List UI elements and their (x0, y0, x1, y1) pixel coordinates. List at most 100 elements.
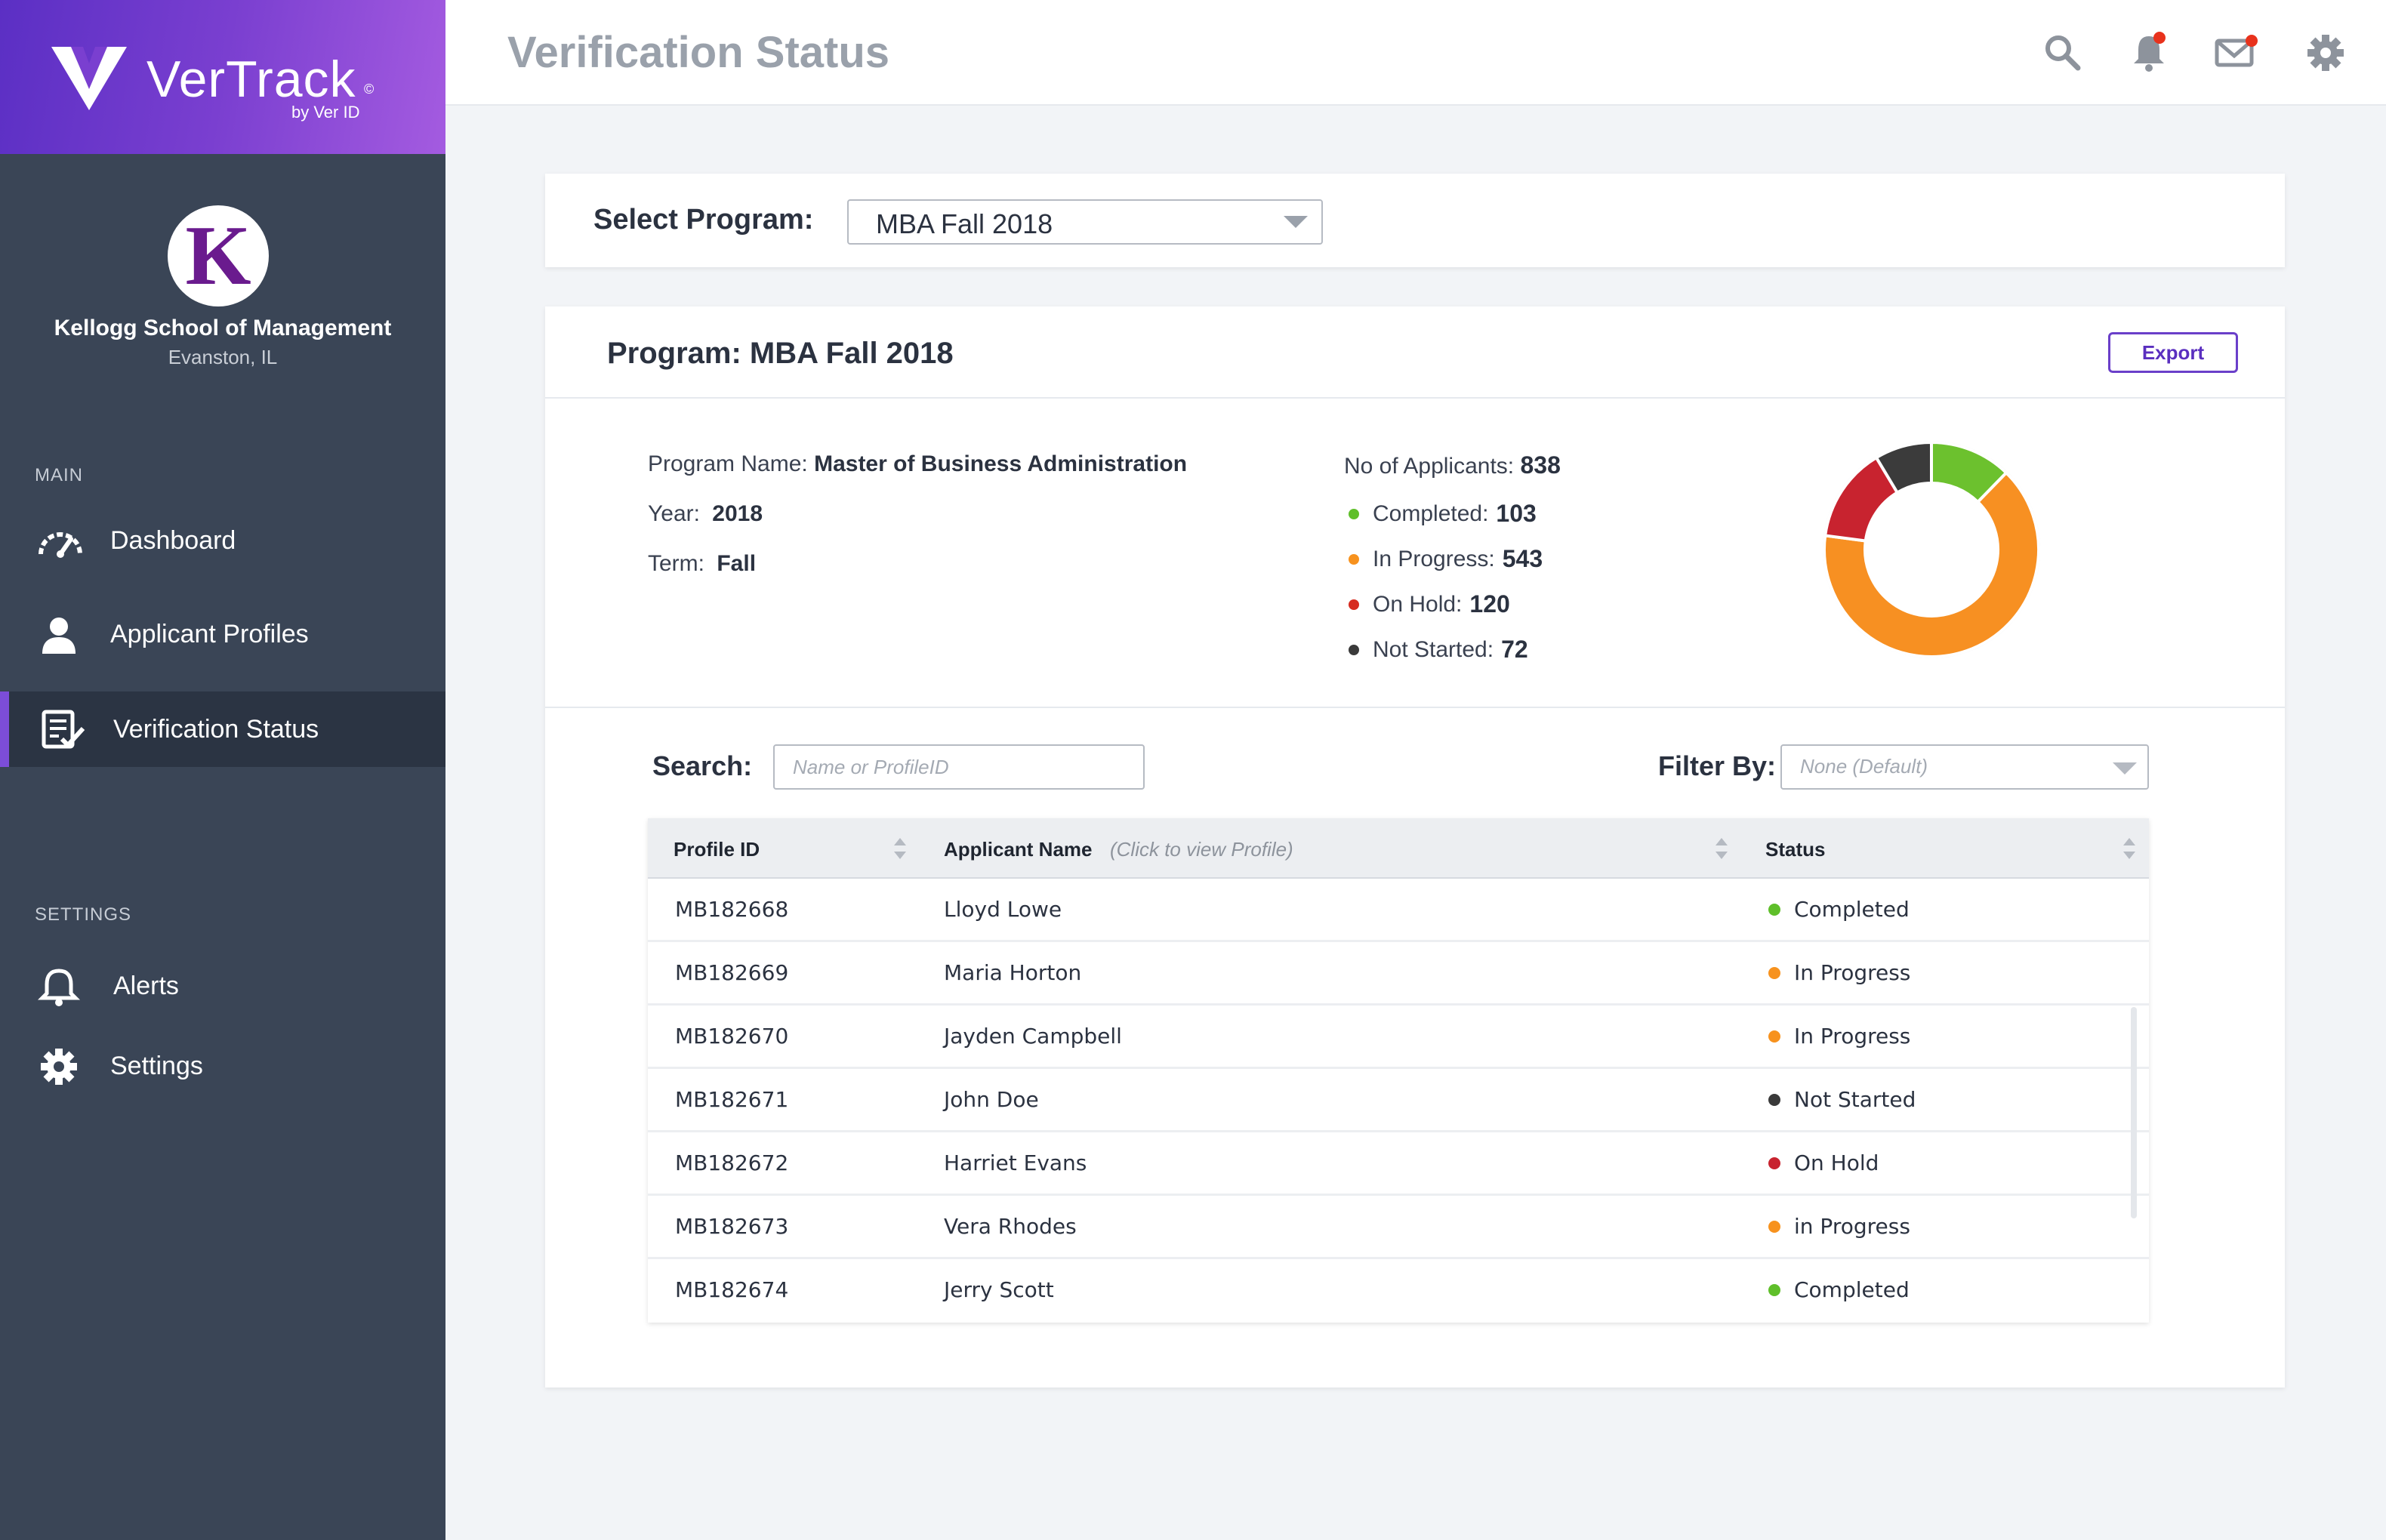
applicant-name-link[interactable]: Maria Horton (944, 960, 1082, 985)
applicant-name-link[interactable]: Harriet Evans (944, 1150, 1087, 1175)
search-label: Search: (652, 750, 753, 781)
sidebar-item-dashboard[interactable]: Dashboard (0, 503, 445, 578)
message-dot (2246, 35, 2258, 47)
program-name-label: Program Name: (648, 451, 808, 476)
sidebar-item-label: Verification Status (113, 714, 319, 744)
brand-name: VerTrack (146, 51, 356, 108)
status-text: Not Started (1794, 1087, 1916, 1112)
sidebar-item-alerts[interactable]: Alerts (0, 948, 445, 1024)
profile-id-cell: MB182674 (675, 1277, 789, 1302)
speedometer-icon (39, 532, 82, 558)
sidebar-item-applicant-profiles[interactable]: Applicant Profiles (0, 596, 445, 672)
table-row[interactable]: MB182674 Jerry Scott Completed (648, 1259, 2149, 1323)
sidebar: VerTrack © by Ver ID K Kellogg School of… (0, 0, 445, 1540)
program-select-value: MBA Fall 2018 (876, 208, 1053, 239)
stat-label: Completed: (1373, 500, 1489, 526)
sidebar-item-label: Alerts (113, 971, 179, 1000)
brand-header: VerTrack © by Ver ID (0, 0, 445, 154)
table-row[interactable]: MB182668 Lloyd Lowe Completed (648, 879, 2149, 942)
status-cell: In Progress (1768, 960, 1910, 985)
column-header-hint: (Click to view Profile) (1110, 838, 1293, 861)
page-title: Verification Status (507, 28, 890, 77)
sort-icon[interactable] (2123, 835, 2135, 862)
program-heading: Program: MBA Fall 2018 (607, 337, 954, 370)
bell-icon (38, 969, 81, 1006)
applicant-name-link[interactable]: Jerry Scott (944, 1277, 1054, 1302)
applicants-value: 838 (1520, 451, 1561, 479)
program-term-row: Term: Fall (648, 551, 756, 577)
notifications-button[interactable] (2126, 30, 2172, 75)
table-row[interactable]: MB182672 Harriet Evans On Hold (648, 1132, 2149, 1196)
status-dot (1768, 1220, 1780, 1233)
table-scrollbar[interactable] (2131, 1007, 2137, 1218)
settings-button[interactable] (2303, 30, 2348, 75)
stat-value: 120 (1469, 590, 1510, 618)
sort-icon[interactable] (1716, 835, 1728, 862)
topbar: Verification Status (445, 0, 2386, 106)
user-icon (42, 618, 76, 654)
applicant-name-link[interactable]: Vera Rhodes (944, 1214, 1077, 1239)
org-location: Evanston, IL (168, 346, 278, 368)
status-dot (1768, 903, 1780, 916)
status-dot (1768, 966, 1780, 979)
status-text: In Progress (1794, 960, 1911, 985)
sidebar-item-verification-status[interactable]: Verification Status (0, 691, 445, 767)
sidebar-item-label: Applicant Profiles (110, 619, 309, 648)
column-header-status[interactable]: Status (1765, 838, 1826, 861)
profile-id-cell: MB182668 (675, 897, 789, 922)
applicant-name-link[interactable]: Lloyd Lowe (944, 897, 1062, 922)
stat-not-started: Not Started: 72 (1349, 636, 1528, 664)
applicants-label: No of Applicants: (1344, 454, 1515, 479)
status-dot (1349, 508, 1359, 519)
sort-icon[interactable] (894, 835, 906, 862)
column-header-profile-id[interactable]: Profile ID (674, 838, 760, 861)
table-row[interactable]: MB182669 Maria Horton In Progress (648, 942, 2149, 1006)
org-initial: K (185, 209, 251, 303)
select-program-label: Select Program: (593, 204, 814, 236)
program-year-label: Year: (648, 501, 700, 526)
table-header: Profile ID Applicant Name (Click to view… (648, 818, 2149, 879)
stat-on-hold: On Hold: 120 (1349, 590, 1510, 618)
program-term-value: Fall (717, 551, 757, 576)
stat-in-progress: In Progress: 543 (1349, 545, 1543, 573)
search-input[interactable] (773, 744, 1145, 790)
program-name-value: Master of Business Administration (814, 451, 1188, 476)
table-row[interactable]: MB182673 Vera Rhodes in Progress (648, 1196, 2149, 1259)
status-cell: Completed (1768, 897, 1910, 922)
export-button[interactable]: Export (2108, 332, 2238, 373)
status-cell: in Progress (1768, 1214, 1910, 1239)
applicant-name-link[interactable]: John Doe (944, 1087, 1039, 1112)
filter-select[interactable]: None (Default) (1780, 744, 2149, 790)
section-label-main: MAIN (35, 465, 83, 485)
messages-button[interactable] (2212, 30, 2258, 75)
status-donut-chart (1823, 440, 2040, 658)
vertrack-logo-icon (51, 47, 127, 110)
status-text: On Hold (1794, 1150, 1879, 1175)
status-dot (1768, 1030, 1780, 1043)
brand-sub: by Ver ID (291, 103, 360, 122)
status-cell: On Hold (1768, 1150, 1879, 1175)
status-dot (1768, 1283, 1780, 1296)
profile-id-cell: MB182673 (675, 1214, 789, 1239)
select-program-card: Select Program: MBA Fall 2018 (545, 174, 2285, 267)
sidebar-item-label: Dashboard (110, 525, 236, 555)
gear-icon (2307, 35, 2344, 71)
program-select[interactable]: MBA Fall 2018 (847, 199, 1323, 245)
brand-copyright: © (364, 82, 375, 97)
applicant-name-link[interactable]: Jayden Campbell (944, 1024, 1122, 1049)
profile-id-cell: MB182670 (675, 1024, 789, 1049)
section-label-settings: SETTINGS (35, 904, 132, 925)
program-year-value: 2018 (712, 501, 763, 526)
status-text: Completed (1794, 897, 1910, 922)
table-row[interactable]: MB182670 Jayden Campbell In Progress (648, 1006, 2149, 1069)
program-year-row: Year: 2018 (648, 501, 763, 527)
status-dot (1768, 1093, 1780, 1106)
search-button[interactable] (2040, 30, 2085, 75)
stat-value: 72 (1501, 636, 1528, 663)
checklist-icon (42, 710, 85, 749)
column-header-applicant-name[interactable]: Applicant Name (944, 838, 1093, 861)
filter-select-value: None (Default) (1800, 755, 1928, 778)
applicants-table: Profile ID Applicant Name (Click to view… (648, 818, 2149, 1323)
table-row[interactable]: MB182671 John Doe Not Started (648, 1069, 2149, 1132)
sidebar-item-settings[interactable]: Settings (0, 1028, 445, 1104)
